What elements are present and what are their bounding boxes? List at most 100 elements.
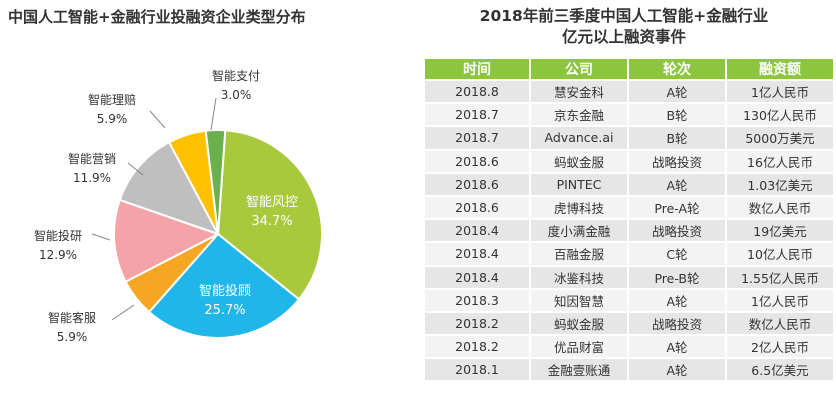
cell-round: C轮 [629, 243, 725, 265]
cell-company: 冰鉴科技 [531, 266, 627, 288]
cell-company: 蚂蚁金服 [531, 312, 627, 335]
table-row: 2018.7 京东金融 B轮 130亿人民币 [425, 104, 833, 126]
cell-amount: 16亿人民币 [727, 150, 833, 172]
table-row: 2018.6 蚂蚁金服 战略投资 16亿人民币 [425, 150, 833, 172]
table-row: 2018.2 蚂蚁金服 战略投资 数亿人民币 [425, 312, 833, 335]
table-row: 2018.4 冰鉴科技 Pre-B轮 1.55亿人民币 [425, 266, 833, 288]
cell-company: 金融壹账通 [531, 359, 627, 381]
table-row: 2018.6 PINTEC A轮 1.03亿美元 [425, 173, 833, 195]
cell-round: Pre-A轮 [629, 196, 725, 219]
column-header-round: 轮次 [629, 59, 725, 79]
pie-leader-line [149, 110, 166, 129]
cell-company: 百融金服 [531, 243, 627, 265]
cell-amount: 2亿人民币 [727, 336, 833, 358]
cell-round: A轮 [629, 336, 725, 358]
cell-amount: 数亿人民币 [727, 312, 833, 335]
pie-slice-label: 智能风控 [246, 195, 298, 210]
cell-round: A轮 [629, 359, 725, 381]
pie-slice-value: 25.7% [204, 303, 245, 318]
cell-round: B轮 [629, 127, 725, 149]
cell-time: 2018.7 [425, 127, 529, 149]
cell-amount: 6.5亿美元 [727, 359, 833, 381]
pie-chart-title: 中国人工智能+金融行业投融资企业类型分布 [8, 8, 306, 26]
cell-amount: 19亿美元 [727, 220, 833, 242]
cell-time: 2018.3 [425, 289, 529, 311]
pie-slice-value: 11.9% [73, 171, 111, 185]
cell-round: 战略投资 [629, 312, 725, 335]
cell-amount: 130亿人民币 [727, 104, 833, 126]
cell-amount: 1亿人民币 [727, 289, 833, 311]
cell-company: 京东金融 [531, 104, 627, 126]
cell-round: A轮 [629, 173, 725, 195]
table-row: 2018.1 金融壹账通 A轮 6.5亿美元 [425, 359, 833, 381]
cell-time: 2018.2 [425, 336, 529, 358]
cell-company: 虎博科技 [531, 196, 627, 219]
table-row: 2018.2 优品财富 A轮 2亿人民币 [425, 336, 833, 358]
column-header-company: 公司 [531, 59, 627, 79]
cell-company: 优品财富 [531, 336, 627, 358]
table-title: 2018年前三季度中国人工智能+金融行业 亿元以上融资事件 [418, 6, 830, 48]
column-header-time: 时间 [425, 59, 529, 79]
pie-leader-line [210, 97, 217, 131]
cell-round: 战略投资 [629, 220, 725, 242]
table-row: 2018.4 百融金服 C轮 10亿人民币 [425, 243, 833, 265]
cell-round: A轮 [629, 289, 725, 311]
cell-time: 2018.4 [425, 220, 529, 242]
cell-round: A轮 [629, 81, 725, 103]
pie-slice-label: 智能营销 [68, 151, 116, 166]
table-title-line1: 2018年前三季度中国人工智能+金融行业 [479, 7, 769, 25]
cell-round: B轮 [629, 104, 725, 126]
table-title-line2: 亿元以上融资事件 [561, 28, 686, 46]
pie-slice [147, 232, 301, 339]
cell-time: 2018.4 [425, 266, 529, 288]
cell-time: 2018.1 [425, 359, 529, 381]
cell-round: Pre-B轮 [629, 266, 725, 288]
pie-slice [118, 140, 221, 236]
cell-company: 蚂蚁金服 [531, 150, 627, 172]
cell-time: 2018.6 [425, 150, 529, 172]
cell-time: 2018.6 [425, 173, 529, 195]
cell-company: 知因智慧 [531, 289, 627, 311]
cell-time: 2018.8 [425, 81, 529, 103]
pie-slice [204, 129, 227, 235]
pie-slice-label: 智能投顾 [199, 283, 251, 299]
pie-slice-value: 3.0% [221, 88, 252, 102]
cell-amount: 10亿人民币 [727, 243, 833, 265]
pie-slice [113, 198, 221, 284]
cell-amount: 5000万美元 [727, 127, 833, 149]
cell-company: 度小满金融 [531, 220, 627, 242]
cell-time: 2018.6 [425, 196, 529, 219]
cell-amount: 1.03亿美元 [727, 173, 833, 195]
cell-time: 2018.7 [425, 104, 529, 126]
pie-slice-value: 12.9% [39, 248, 77, 262]
pie-slice-value: 34.7% [251, 214, 292, 229]
table-row: 2018.4 度小满金融 战略投资 19亿美元 [425, 220, 833, 242]
cell-time: 2018.4 [425, 243, 529, 265]
pie-chart: 智能风控 34.7% 智能投顾 25.7% 智能客服 5.9% 智能投研 12.9% 智能营销 1… [34, 68, 323, 344]
pie-slice-value: 5.9% [57, 330, 88, 344]
cell-amount: 1.55亿人民币 [727, 266, 833, 288]
table-row: 2018.6 虎博科技 Pre-A轮 数亿人民币 [425, 196, 833, 219]
pie-slice-label: 智能支付 [212, 68, 260, 83]
cell-amount: 数亿人民币 [727, 196, 833, 219]
cell-company: PINTEC [531, 173, 627, 195]
financing-events-table: 时间 公司 轮次 融资额 2018.8 慧安金科 A轮 1亿人民币 2018.7 京东金融… [423, 57, 835, 382]
pie-slice-label: 智能投研 [34, 228, 82, 243]
column-header-amount: 融资额 [727, 59, 833, 79]
pie-leader-line [91, 233, 111, 241]
cell-company: Advance.ai [531, 127, 627, 149]
pie-slice-value: 5.9% [97, 112, 128, 126]
cell-time: 2018.2 [425, 312, 529, 335]
table-header-row: 时间 公司 轮次 融资额 [425, 59, 833, 79]
cell-round: 战略投资 [629, 150, 725, 172]
pie-leader-line [127, 162, 144, 176]
table-row: 2018.7 Advance.ai B轮 5000万美元 [425, 127, 833, 149]
table-row: 2018.3 知因智慧 A轮 1亿人民币 [425, 289, 833, 311]
pie-slice-label: 智能客服 [48, 310, 96, 325]
pie-slice-label: 智能理赔 [88, 92, 136, 107]
pie-slice [216, 129, 323, 301]
pie-leader-line [111, 304, 135, 321]
cell-company: 慧安金科 [531, 81, 627, 103]
cell-amount: 1亿人民币 [727, 81, 833, 103]
table-row: 2018.8 慧安金科 A轮 1亿人民币 [425, 81, 833, 103]
